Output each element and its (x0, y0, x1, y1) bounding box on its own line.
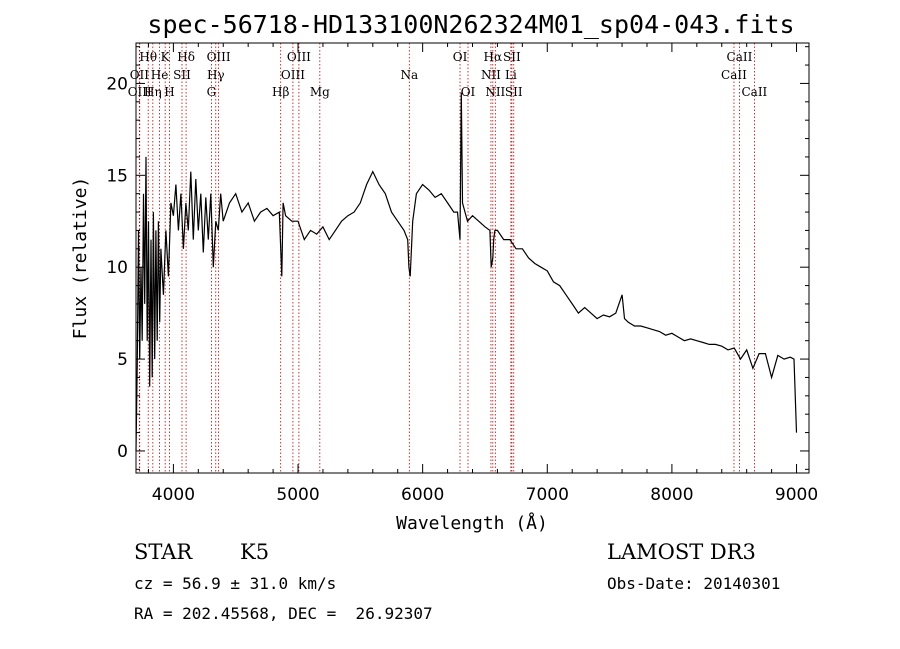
spectral-line-label: OIII (287, 50, 311, 64)
spectral-line-label: Hη (144, 85, 162, 99)
x-tick-label: 4000 (152, 485, 195, 505)
spectral-line-label: CaII (741, 85, 767, 99)
y-axis-ticks: 0 5 10 15 20 (106, 46, 809, 470)
y-tick-label: 0 (117, 442, 128, 462)
spectral-line-label: SII (505, 85, 523, 99)
x-tick-label: 8000 (650, 485, 693, 505)
spectral-line-label: OIII (207, 50, 231, 64)
flux-series-line (135, 92, 798, 451)
spectral-line-label: K (161, 50, 171, 64)
spectral-line-label: SII (173, 68, 191, 82)
spectral-line-label: OIII (281, 68, 305, 82)
spectral-line-label: NII (485, 85, 505, 99)
y-tick-label: 10 (106, 258, 128, 278)
spectral-line-markers (138, 43, 755, 473)
spectral-line-label: He (151, 68, 169, 82)
spectral-line-label: Hγ (207, 68, 225, 82)
plot-frame (135, 42, 810, 474)
x-tick-label: 7000 (526, 485, 569, 505)
x-tick-label: 6000 (401, 485, 444, 505)
spectral-line-label: Hβ (272, 85, 289, 99)
spectral-line-label: Hδ (177, 50, 195, 64)
spectral-line-label: OI (453, 50, 468, 64)
spectral-line-label: OI (461, 85, 476, 99)
x-axis-ticks: 4000 5000 6000 7000 8000 9000 (147, 43, 818, 505)
spectral-line-label: Na (400, 68, 418, 82)
survey-name: LAMOST DR3 (607, 540, 756, 564)
redshift-readout: cz = 56.9 ± 31.0 km/s (134, 574, 337, 593)
x-tick-label: 5000 (276, 485, 319, 505)
spectral-line-label: Mg (310, 85, 330, 99)
spectral-line-label: CaII (727, 50, 753, 64)
spectral-line-label: OIII (128, 85, 152, 99)
spectral-line-label: NII (481, 68, 501, 82)
object-class: STAR (134, 540, 193, 564)
y-tick-label: 20 (106, 74, 128, 94)
y-tick-label: 15 (106, 166, 128, 186)
spectral-line-label: G (207, 85, 217, 99)
object-subclass: K5 (240, 540, 270, 564)
spectral-line-label: Li (505, 68, 517, 82)
y-axis-label: Flux (relative) (70, 177, 91, 340)
spectral-line-label: Hθ (139, 50, 157, 64)
spectral-line-label: SII (503, 50, 521, 64)
chart-title: spec-56718-HD133100N262324M01_sp04-043.f… (147, 10, 794, 39)
y-tick-label: 5 (117, 350, 128, 370)
spectral-line-label: H (164, 85, 174, 99)
spectral-line-label: OII (130, 68, 150, 82)
coordinates-readout: RA = 202.45568, DEC = 26.92307 (134, 604, 433, 623)
obs-date: Obs-Date: 20140301 (607, 574, 781, 593)
x-tick-label: 9000 (775, 485, 818, 505)
x-axis-label: Wavelength (Å) (396, 512, 548, 534)
spectral-line-label: Hα (484, 50, 503, 64)
spectral-line-label: CaII (721, 68, 747, 82)
